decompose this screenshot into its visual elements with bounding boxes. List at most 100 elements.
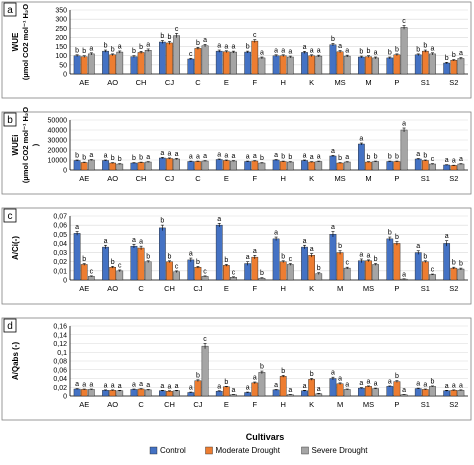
significance-letter: a bbox=[175, 151, 179, 158]
legend-swatch bbox=[205, 446, 213, 455]
significance-letter: a bbox=[132, 237, 136, 244]
significance-letter: b bbox=[374, 154, 378, 161]
significance-letter: a bbox=[146, 41, 150, 48]
bar bbox=[80, 389, 88, 397]
legend-label: Moderate Drought bbox=[216, 446, 281, 455]
bar bbox=[443, 164, 451, 171]
significance-letter: a bbox=[359, 136, 363, 143]
y-tick-label: 150 bbox=[55, 44, 67, 51]
significance-letter: a bbox=[146, 154, 150, 161]
significance-letter: a bbox=[345, 382, 349, 389]
bar bbox=[372, 57, 379, 75]
bar bbox=[80, 264, 88, 281]
bar bbox=[244, 263, 252, 281]
x-tick-label: CJ bbox=[165, 174, 174, 183]
bar bbox=[215, 159, 223, 171]
significance-letter: b bbox=[260, 364, 264, 371]
bar bbox=[116, 390, 124, 397]
significance-letter: a bbox=[359, 251, 363, 258]
bar bbox=[230, 51, 237, 75]
significance-letter: b bbox=[395, 46, 399, 53]
bar bbox=[166, 42, 173, 75]
y-tick-label: 0,06 bbox=[53, 367, 67, 374]
significance-letter: b bbox=[338, 243, 342, 250]
significance-letter: a bbox=[246, 385, 250, 392]
y-axis-label: (µmol CO2 mol⁻¹ H₂O bbox=[21, 4, 30, 80]
bar bbox=[73, 388, 81, 397]
bar bbox=[457, 58, 465, 75]
significance-letter: a bbox=[246, 254, 250, 261]
significance-letter: b bbox=[281, 368, 285, 375]
x-tick-label: S2 bbox=[449, 174, 458, 183]
significance-letter: b bbox=[367, 48, 371, 55]
significance-letter: a bbox=[82, 382, 86, 389]
bar bbox=[73, 55, 81, 75]
x-tick-label: K bbox=[309, 284, 314, 293]
bar bbox=[393, 161, 401, 171]
bar bbox=[450, 390, 458, 397]
bar bbox=[279, 376, 287, 397]
bar bbox=[222, 265, 230, 281]
x-tick-label: H bbox=[281, 400, 286, 409]
x-tick-label: MS bbox=[363, 284, 374, 293]
y-axis-label: ) bbox=[31, 143, 40, 146]
significance-letter: a bbox=[217, 43, 221, 50]
y-tick-label: 0,06 bbox=[53, 223, 67, 230]
significance-letter: b bbox=[431, 378, 435, 385]
y-tick-label: 0 bbox=[63, 394, 67, 401]
bar bbox=[173, 35, 180, 75]
bar bbox=[244, 51, 252, 75]
significance-letter: c bbox=[118, 262, 122, 269]
significance-letter: b bbox=[246, 44, 250, 51]
bar bbox=[159, 41, 166, 75]
bar bbox=[279, 261, 287, 281]
panel-label: c bbox=[8, 211, 13, 222]
bar bbox=[87, 276, 95, 281]
bar bbox=[336, 383, 344, 397]
significance-letter: a bbox=[217, 383, 221, 390]
bar bbox=[251, 40, 259, 75]
significance-letter: b bbox=[111, 259, 115, 266]
bar bbox=[329, 44, 337, 75]
significance-letter: a bbox=[274, 47, 278, 54]
bar bbox=[137, 388, 145, 397]
significance-letter: b bbox=[388, 49, 392, 56]
significance-letter: a bbox=[416, 243, 420, 250]
significance-letter: b bbox=[196, 372, 200, 379]
significance-letter: b bbox=[423, 153, 427, 160]
x-tick-label: E bbox=[224, 400, 229, 409]
bar bbox=[137, 52, 145, 75]
x-tick-label: S1 bbox=[421, 400, 430, 409]
significance-letter: a bbox=[232, 153, 236, 160]
significance-letter: a bbox=[139, 381, 143, 388]
bar bbox=[301, 246, 308, 281]
bar bbox=[144, 50, 152, 75]
significance-letter: b bbox=[111, 46, 115, 53]
legend-swatch bbox=[301, 446, 309, 455]
bar bbox=[230, 160, 237, 171]
bar bbox=[137, 247, 145, 281]
bar bbox=[194, 48, 202, 75]
significance-letter: c bbox=[431, 156, 435, 163]
significance-letter: a bbox=[232, 387, 236, 394]
bar bbox=[194, 380, 202, 397]
bar bbox=[400, 129, 408, 171]
significance-letter: a bbox=[253, 153, 257, 160]
bar bbox=[457, 268, 465, 281]
x-tick-label: P bbox=[394, 284, 399, 293]
significance-letter: a bbox=[189, 154, 193, 161]
significance-letter: a bbox=[203, 153, 207, 160]
x-tick-label: E bbox=[224, 174, 229, 183]
significance-letter: a bbox=[274, 152, 278, 159]
significance-letter: a bbox=[89, 152, 93, 159]
y-tick-label: 0,07 bbox=[53, 214, 67, 221]
significance-letter: a bbox=[459, 382, 463, 389]
significance-letter: a bbox=[104, 153, 108, 160]
x-tick-label: S1 bbox=[421, 174, 430, 183]
significance-letter: a bbox=[310, 47, 314, 54]
bar bbox=[215, 50, 223, 75]
significance-letter: a bbox=[445, 233, 449, 240]
significance-letter: a bbox=[189, 385, 193, 392]
significance-letter: a bbox=[139, 239, 143, 246]
bar bbox=[301, 52, 308, 75]
